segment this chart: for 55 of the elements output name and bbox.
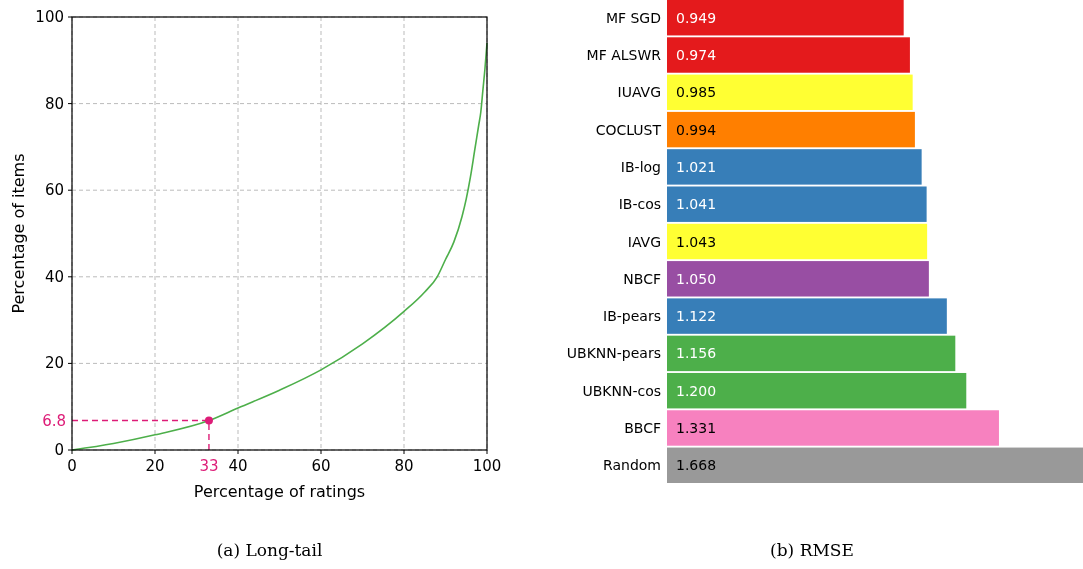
bar bbox=[667, 74, 913, 111]
bar bbox=[667, 111, 915, 148]
x-tick-label: 40 bbox=[228, 457, 248, 475]
data-label: 1.043 bbox=[676, 233, 717, 250]
y-tick-label: UBKNN-pears bbox=[566, 345, 661, 362]
bar bbox=[667, 0, 904, 36]
x-tick-label: 0 bbox=[67, 457, 77, 475]
bar bbox=[667, 410, 999, 446]
y-tick-label: IUAVG bbox=[617, 84, 661, 101]
data-label: 1.050 bbox=[676, 270, 717, 287]
y-tick-label: MF SGD bbox=[605, 9, 661, 26]
bar bbox=[667, 223, 928, 260]
data-label: 1.122 bbox=[676, 308, 717, 325]
data-label: 1.200 bbox=[676, 382, 717, 399]
x-tick-label: 80 bbox=[394, 457, 414, 475]
y-tick-label: IAVG bbox=[627, 233, 661, 250]
y-tick-label: 20 bbox=[44, 354, 64, 373]
y-tick-label: UBKNN-cos bbox=[582, 382, 661, 399]
data-label: 1.021 bbox=[676, 158, 717, 175]
data-label: 0.985 bbox=[676, 84, 717, 101]
data-label: 1.331 bbox=[676, 419, 717, 436]
x-tick-label: 20 bbox=[145, 457, 165, 475]
text: (a) Long-tail bbox=[216, 540, 323, 560]
y-tick-label: IB-pears bbox=[603, 308, 661, 325]
y-tick-label: 100 bbox=[35, 8, 64, 26]
bar bbox=[667, 37, 910, 73]
y-tick-label: 40 bbox=[44, 267, 64, 286]
data-label: 0.974 bbox=[676, 47, 717, 64]
bar bbox=[667, 372, 967, 409]
x-axis-title: Percentage of ratings bbox=[193, 482, 366, 501]
y-tick-label: Random bbox=[603, 457, 661, 474]
y-tick-label: 80 bbox=[44, 94, 64, 113]
y-tick-label: BBCF bbox=[624, 419, 661, 436]
bar bbox=[667, 335, 956, 372]
y-tick-label: 0 bbox=[54, 441, 64, 459]
data-label: 0.949 bbox=[676, 9, 717, 26]
bar bbox=[667, 447, 1083, 483]
y-tick-label: COCLUST bbox=[595, 121, 662, 138]
y-tick-label: NBCF bbox=[623, 270, 661, 287]
data-label: 0.994 bbox=[676, 121, 717, 138]
data-label: 1.668 bbox=[676, 457, 717, 474]
text: (b) RMSE bbox=[770, 540, 854, 560]
x-tick-label: 60 bbox=[311, 457, 331, 475]
y-tick-label: 60 bbox=[44, 181, 64, 200]
data-label: 1.041 bbox=[676, 196, 717, 213]
ref-line-label: 33 bbox=[199, 457, 219, 475]
y-axis-title: Percentage of items bbox=[9, 153, 28, 314]
y-tick-label: IB-cos bbox=[618, 196, 661, 213]
bar bbox=[667, 298, 947, 334]
ref-line-label: 6.8 bbox=[42, 411, 66, 430]
y-tick-label: MF ALSWR bbox=[586, 47, 662, 64]
bar bbox=[667, 261, 929, 297]
x-tick-label: 100 bbox=[472, 457, 502, 475]
y-tick-label: IB-log bbox=[620, 158, 661, 175]
data-label: 1.156 bbox=[676, 345, 717, 362]
